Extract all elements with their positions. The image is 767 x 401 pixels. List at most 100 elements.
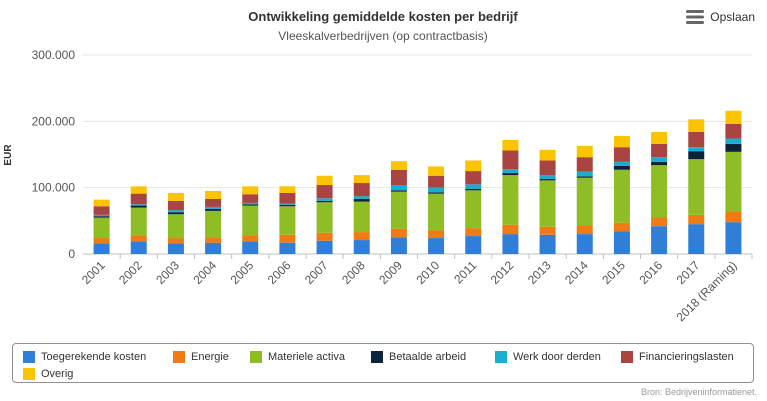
legend-item-energie[interactable]: Energie <box>173 351 229 363</box>
legend-item-overig[interactable]: Overig <box>23 368 73 380</box>
bar-segment-materiele-activa[interactable] <box>502 175 519 225</box>
bar-segment-toegerekende-kosten[interactable] <box>390 237 407 254</box>
bar-segment-energie[interactable] <box>242 235 259 242</box>
bar-segment-werk-door-derden[interactable] <box>688 147 705 152</box>
bar-segment-werk-door-derden[interactable] <box>353 196 370 199</box>
bar-segment-energie[interactable] <box>167 238 184 244</box>
bar-segment-financieringslasten[interactable] <box>242 194 259 203</box>
bar-segment-financieringslasten[interactable] <box>725 123 742 139</box>
bar-segment-energie[interactable] <box>502 224 519 235</box>
bar-segment-financieringslasten[interactable] <box>502 150 519 170</box>
bar-segment-materiele-activa[interactable] <box>167 214 184 239</box>
bar-segment-toegerekende-kosten[interactable] <box>613 231 630 254</box>
bar-segment-overig[interactable] <box>688 119 705 132</box>
bar-segment-betaalde-arbeid[interactable] <box>353 198 370 202</box>
bar-segment-betaalde-arbeid[interactable] <box>613 165 630 170</box>
bar-segment-energie[interactable] <box>353 232 370 241</box>
bar-segment-materiele-activa[interactable] <box>390 191 407 229</box>
bar-segment-materiele-activa[interactable] <box>279 206 296 235</box>
bar-segment-toegerekende-kosten[interactable] <box>725 222 742 254</box>
bar-segment-werk-door-derden[interactable] <box>130 204 147 206</box>
bar-segment-financieringslasten[interactable] <box>651 143 668 158</box>
bar-segment-financieringslasten[interactable] <box>205 198 222 207</box>
bar-segment-overig[interactable] <box>539 149 556 161</box>
bar-segment-werk-door-derden[interactable] <box>279 203 296 205</box>
bar-segment-overig[interactable] <box>502 139 519 151</box>
bar-segment-financieringslasten[interactable] <box>316 185 333 199</box>
bar-segment-betaalde-arbeid[interactable] <box>242 204 259 206</box>
bar-segment-toegerekende-kosten[interactable] <box>688 224 705 254</box>
bar-segment-financieringslasten[interactable] <box>539 160 556 176</box>
bar-segment-materiele-activa[interactable] <box>130 207 147 236</box>
bar-segment-toegerekende-kosten[interactable] <box>167 243 184 254</box>
bar-segment-energie[interactable] <box>576 225 593 235</box>
bar-segment-overig[interactable] <box>576 145 593 158</box>
bar-segment-werk-door-derden[interactable] <box>93 214 110 217</box>
bar-segment-financieringslasten[interactable] <box>688 131 705 148</box>
bar-segment-financieringslasten[interactable] <box>130 193 147 205</box>
legend-item-werk-door-derden[interactable]: Werk door derden <box>495 351 601 363</box>
bar-segment-materiele-activa[interactable] <box>725 151 742 212</box>
bar-segment-betaalde-arbeid[interactable] <box>316 200 333 203</box>
bar-segment-werk-door-derden[interactable] <box>205 206 222 209</box>
bar-segment-toegerekende-kosten[interactable] <box>502 234 519 254</box>
bar-segment-toegerekende-kosten[interactable] <box>428 238 445 254</box>
bar-segment-werk-door-derden[interactable] <box>428 187 445 193</box>
bar-segment-materiele-activa[interactable] <box>93 217 110 239</box>
bar-segment-betaalde-arbeid[interactable] <box>688 151 705 160</box>
bar-segment-financieringslasten[interactable] <box>613 147 630 162</box>
bar-segment-overig[interactable] <box>130 186 147 194</box>
bar-segment-betaalde-arbeid[interactable] <box>428 192 445 194</box>
bar-segment-energie[interactable] <box>316 232 333 241</box>
bar-segment-energie[interactable] <box>130 235 147 242</box>
bar-segment-financieringslasten[interactable] <box>279 192 296 204</box>
bar-segment-werk-door-derden[interactable] <box>613 161 630 166</box>
bar-segment-overig[interactable] <box>93 199 110 207</box>
legend-item-toegerekende-kosten[interactable]: Toegerekende kosten <box>23 351 146 363</box>
bar-segment-overig[interactable] <box>316 175 333 186</box>
bar-segment-energie[interactable] <box>428 230 445 239</box>
bar-segment-werk-door-derden[interactable] <box>316 198 333 201</box>
bar-segment-toegerekende-kosten[interactable] <box>279 242 296 254</box>
bar-segment-financieringslasten[interactable] <box>428 175 445 188</box>
bar-segment-betaalde-arbeid[interactable] <box>390 190 407 192</box>
bar-segment-werk-door-derden[interactable] <box>167 210 184 213</box>
bar-segment-overig[interactable] <box>465 160 482 172</box>
bar-segment-toegerekende-kosten[interactable] <box>242 241 259 254</box>
bar-segment-overig[interactable] <box>651 131 668 144</box>
bar-segment-betaalde-arbeid[interactable] <box>279 204 296 207</box>
bar-segment-financieringslasten[interactable] <box>465 171 482 185</box>
bar-segment-financieringslasten[interactable] <box>576 157 593 172</box>
bar-segment-toegerekende-kosten[interactable] <box>539 234 556 254</box>
bar-segment-betaalde-arbeid[interactable] <box>576 176 593 178</box>
bar-segment-werk-door-derden[interactable] <box>242 202 259 205</box>
bar-segment-betaalde-arbeid[interactable] <box>130 205 147 208</box>
bar-segment-energie[interactable] <box>651 217 668 227</box>
bar-segment-overig[interactable] <box>613 135 630 148</box>
bar-segment-materiele-activa[interactable] <box>316 202 333 233</box>
bar-segment-overig[interactable] <box>205 190 222 199</box>
bar-segment-toegerekende-kosten[interactable] <box>465 236 482 254</box>
bar-segment-overig[interactable] <box>725 110 742 124</box>
bar-segment-toegerekende-kosten[interactable] <box>576 234 593 254</box>
bar-segment-werk-door-derden[interactable] <box>576 171 593 177</box>
bar-segment-energie[interactable] <box>688 214 705 225</box>
bar-segment-materiele-activa[interactable] <box>613 169 630 223</box>
bar-segment-betaalde-arbeid[interactable] <box>651 161 668 166</box>
export-menu-button[interactable]: Opslaan <box>686 10 755 24</box>
bar-segment-energie[interactable] <box>279 234 296 243</box>
bar-segment-materiele-activa[interactable] <box>576 177 593 226</box>
bar-segment-werk-door-derden[interactable] <box>651 157 668 162</box>
bar-segment-financieringslasten[interactable] <box>353 183 370 197</box>
bar-segment-toegerekende-kosten[interactable] <box>130 241 147 254</box>
bar-segment-toegerekende-kosten[interactable] <box>651 226 668 254</box>
bar-segment-werk-door-derden[interactable] <box>390 185 407 191</box>
bar-segment-materiele-activa[interactable] <box>539 180 556 227</box>
bar-segment-betaalde-arbeid[interactable] <box>167 212 184 215</box>
bar-segment-werk-door-derden[interactable] <box>465 184 482 189</box>
bar-segment-werk-door-derden[interactable] <box>725 138 742 144</box>
bar-segment-overig[interactable] <box>279 186 296 193</box>
bar-segment-overig[interactable] <box>390 161 407 170</box>
bar-segment-toegerekende-kosten[interactable] <box>205 242 222 254</box>
bar-segment-energie[interactable] <box>465 228 482 237</box>
